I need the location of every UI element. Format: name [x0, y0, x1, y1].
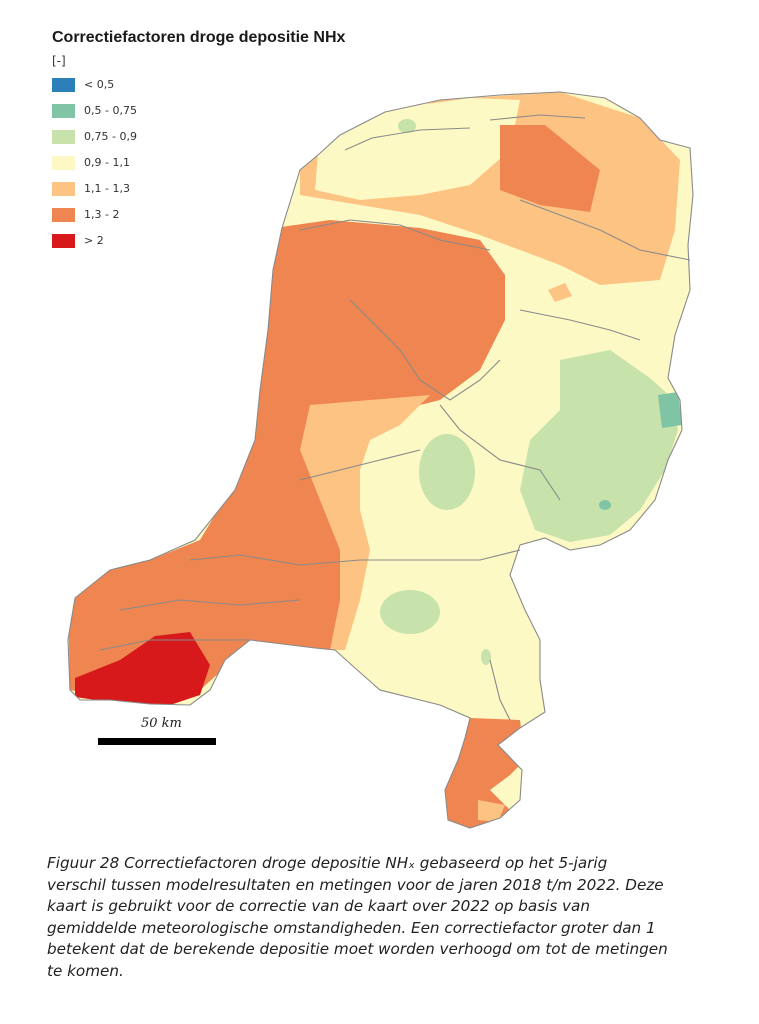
region-075-09-east [520, 350, 678, 542]
region-075-09-island [398, 119, 416, 133]
region-gt2-zeeland [75, 632, 210, 705]
caption-line: betekent dat de berekende depositie moet… [47, 940, 668, 958]
province-boundaries [67, 91, 694, 829]
coastline [67, 91, 694, 829]
legend-swatch [52, 208, 75, 222]
legend-label: 0,75 - 0,9 [84, 130, 137, 143]
wadden-island-1 [344, 127, 471, 151]
legend-swatch [52, 130, 75, 144]
region-11-13-central [300, 395, 430, 650]
groningen-drenthe-boundary [519, 199, 691, 261]
legend-label: 0,5 - 0,75 [84, 104, 137, 117]
legend-swatch [52, 234, 75, 248]
region-075-09-brabant [380, 590, 440, 634]
region-13-2-groningen [500, 125, 600, 212]
scale-bar-label: 50 km [141, 716, 182, 731]
legend-swatch [52, 78, 75, 92]
legend-label: 1,3 - 2 [84, 208, 120, 221]
legend-label: 1,1 - 1,3 [84, 182, 130, 195]
legend-label: 0,9 - 1,1 [84, 156, 130, 169]
region-05-075-east [658, 392, 682, 428]
flevoland-boundary [349, 299, 501, 401]
netherlands-correction-map [67, 91, 694, 829]
figure-caption: Figuur 28 Correctiefactoren droge deposi… [47, 853, 737, 982]
gelderland-boundary [439, 404, 561, 501]
rivers-boundary [189, 549, 521, 566]
region-13-2-west [68, 220, 505, 700]
legend-label: > 2 [84, 234, 104, 247]
region-075-09-veluwe [419, 434, 475, 510]
legend-swatch [52, 156, 75, 170]
caption-line: kaart is gebruikt voor de correctie van … [47, 897, 590, 915]
map-regions [68, 92, 693, 828]
limburg-boundary [489, 659, 511, 721]
afsluitdijk-boundary [299, 219, 491, 251]
legend-swatch [52, 182, 75, 196]
scale-bar [98, 738, 216, 745]
region-11-13-limburg [478, 800, 505, 822]
caption-line: Figuur 28 Correctiefactoren droge deposi… [47, 854, 608, 872]
legend-swatch [52, 104, 75, 118]
legend-label: < 0,5 [84, 78, 115, 91]
caption-line: te komen. [47, 961, 124, 980]
region-075-09-spot [481, 649, 491, 665]
utrecht-boundary [299, 449, 421, 481]
caption-line: verschil tussen modelresultaten en metin… [47, 875, 664, 894]
region-05-075-spot [599, 500, 611, 510]
region-11-13-spot [548, 283, 572, 302]
region-09-11-wadden [315, 98, 520, 200]
legend-unit: [-] [52, 54, 66, 68]
drenthe-overijssel-boundary [519, 309, 641, 341]
zeeland-boundary [119, 599, 301, 611]
caption-line: gemiddelde meteorologische omstandighede… [47, 918, 656, 937]
scheldt-boundary [99, 639, 250, 651]
map-title: Correctiefactoren droge depositie NHx [52, 29, 346, 46]
wadden-island-2 [489, 114, 586, 121]
